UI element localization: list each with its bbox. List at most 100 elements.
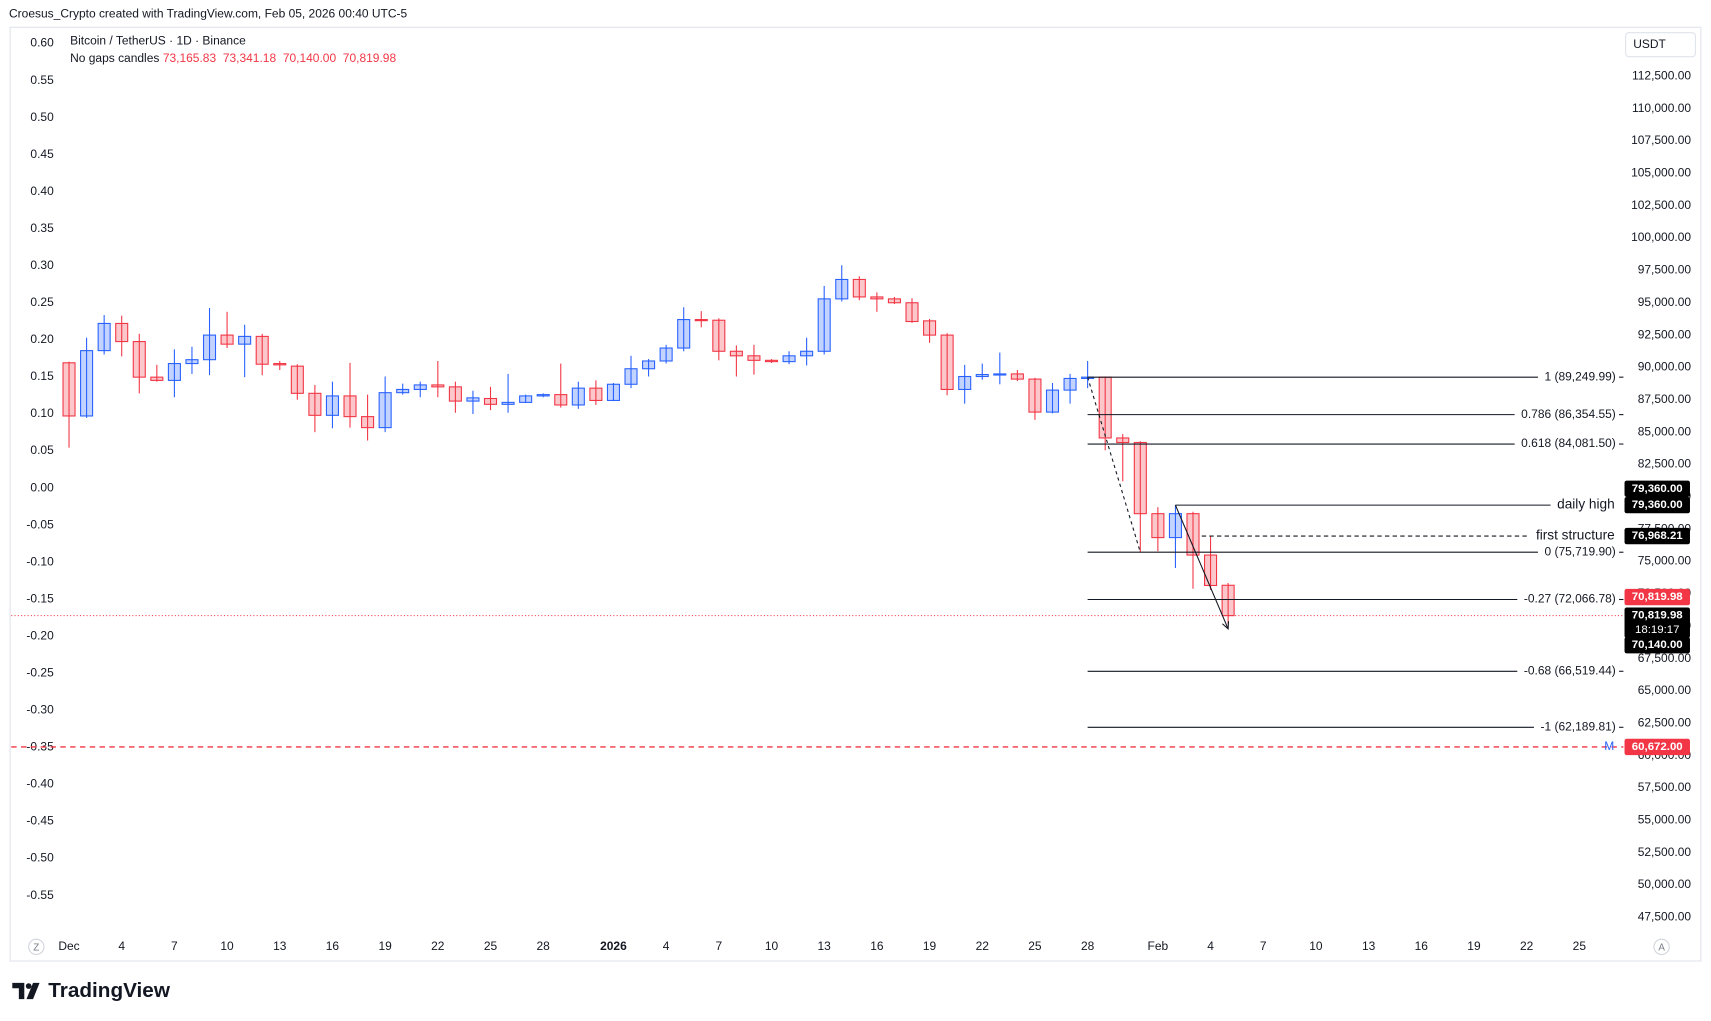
candle-body (396, 388, 410, 394)
scale-toggle[interactable] (28, 938, 45, 956)
candle-body (589, 387, 603, 401)
y-tick-label: 0.50 (30, 110, 54, 124)
candle-body (747, 355, 761, 361)
y-tick-label: 112,500.00 (1632, 68, 1691, 82)
candle-body (852, 278, 866, 298)
y-tick-label: 0.05 (30, 443, 54, 457)
candle-body (62, 362, 76, 417)
chart-frame (9, 26, 1702, 962)
y-tick-label: 0.25 (30, 295, 54, 309)
x-tick-label: 13 (1362, 939, 1376, 953)
candle-body (483, 397, 498, 405)
candle-body (343, 395, 357, 418)
candle-body (1116, 437, 1130, 444)
y-tick-label: 110,000.00 (1632, 101, 1691, 115)
candle-body (958, 375, 972, 390)
y-tick-label: 0.20 (30, 332, 54, 346)
x-tick-label: 7 (171, 939, 178, 953)
candle-body (923, 320, 937, 336)
candle-body (501, 401, 515, 405)
y-tick-label: 107,500.00 (1631, 133, 1691, 147)
candle-body (659, 347, 673, 362)
candle-body (150, 376, 164, 381)
fib-label: 0.618 (84,081.50) (1521, 436, 1616, 450)
y-tick-label: 0.40 (30, 184, 54, 198)
annotation-label: daily high (1557, 497, 1615, 512)
fib-label: 0 (75,719.90) (1544, 544, 1615, 558)
candle-body (1168, 513, 1182, 539)
x-tick-label: 19 (378, 939, 392, 953)
y-tick-label: 92,500.00 (1638, 327, 1692, 341)
auto-scale-toggle[interactable] (1653, 938, 1670, 956)
countdown: 18:19:17 (1635, 624, 1680, 636)
y-tick-label: 0.00 (30, 480, 54, 494)
price-label-box (1624, 480, 1690, 497)
price-label-box (1624, 738, 1690, 756)
x-tick-label: 4 (1207, 939, 1214, 953)
candle-body (413, 384, 427, 390)
currency[interactable]: USDT (1633, 37, 1666, 51)
price-label: 60,672.00 (1632, 741, 1683, 753)
y-tick-label: 57,500.00 (1638, 780, 1692, 794)
x-tick-label: 22 (1520, 939, 1534, 953)
auto-scale-label[interactable]: A (1658, 943, 1665, 954)
x-tick-label: 7 (1260, 939, 1267, 953)
scale-toggle-label[interactable]: Z (33, 943, 39, 954)
candle-body (325, 395, 340, 416)
candle-body (378, 392, 392, 429)
candle-body (1186, 513, 1200, 556)
y-tick-label: 90,000.00 (1638, 360, 1692, 374)
y-tick-label: -0.20 (26, 628, 54, 642)
x-tick-label: 16 (870, 939, 884, 953)
arrow-head (1222, 621, 1230, 630)
candle-body (431, 384, 445, 388)
x-tick-label: 10 (220, 939, 234, 953)
candle-body (677, 319, 691, 349)
chart-title: Bitcoin / TetherUS · 1D · Binance (70, 34, 246, 48)
candle-body (975, 374, 989, 378)
x-tick-label: 2026 (600, 939, 627, 953)
y-tick-label: 82,500.00 (1638, 457, 1692, 471)
y-tick-label: -0.10 (26, 554, 54, 568)
candle-body (1098, 376, 1112, 439)
x-tick-label: 22 (976, 939, 990, 953)
y-tick-label: 0.15 (30, 369, 54, 383)
annotation-label: first structure (1536, 528, 1615, 543)
x-tick-label: 16 (1415, 939, 1429, 953)
currency-button[interactable] (1625, 32, 1696, 58)
y-tick-label: -0.35 (26, 740, 54, 754)
chart-subtitle: No gaps candles (70, 51, 159, 65)
candle-body (800, 350, 814, 357)
price-label: 70,819.98 (1632, 610, 1684, 622)
y-tick-label: 100,000.00 (1631, 230, 1691, 244)
candle-body (764, 359, 779, 363)
y-tick-label: 0.60 (30, 36, 54, 50)
candle-body (361, 416, 375, 429)
y-tick-label: 0.35 (30, 221, 54, 235)
candle-body (536, 394, 550, 397)
y-tick-label: 75,000.00 (1638, 554, 1692, 568)
candle-body (167, 363, 181, 381)
x-tick-label: 28 (1081, 939, 1095, 953)
candle-body (308, 392, 322, 416)
candle-body (782, 355, 796, 363)
price-label-box (1624, 607, 1690, 638)
y-tick-label: 105,000.00 (1631, 166, 1691, 180)
x-tick-label: 25 (1028, 939, 1042, 953)
y-tick-label: 102,500.00 (1631, 198, 1691, 212)
price-label-box (1624, 636, 1690, 654)
x-tick-label: 13 (273, 939, 287, 953)
candle-body (202, 334, 217, 361)
price-label: 79,360.00 (1632, 483, 1683, 495)
candle-body (694, 319, 708, 322)
price-label-box (1624, 527, 1690, 545)
fib-label: 0.786 (86,354.55) (1521, 407, 1616, 421)
y-tick-label: 0.55 (30, 73, 54, 87)
x-tick-label: 25 (1573, 939, 1587, 953)
candle-body (1151, 513, 1165, 539)
candle-body (887, 298, 901, 304)
y-tick-label: -0.15 (26, 591, 54, 605)
y-tick-label: 87,500.00 (1638, 392, 1692, 406)
